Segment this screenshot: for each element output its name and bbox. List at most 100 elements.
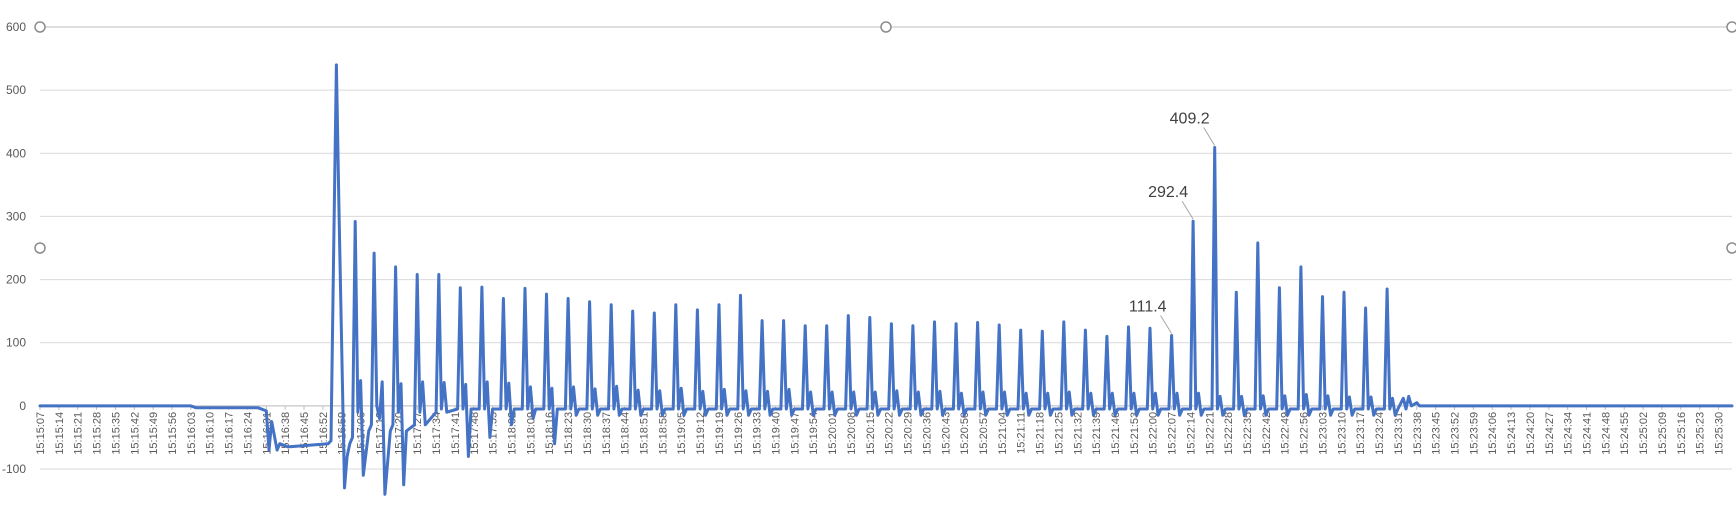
x-tick-label: 15:15:56 [167, 412, 179, 455]
series-line [38, 63, 1734, 496]
x-tick-label: 15:24:06 [1487, 412, 1499, 455]
data-label: 292.4 [1148, 184, 1188, 201]
x-tick-label: 15:21:46 [1110, 412, 1122, 455]
data-label: 409.2 [1170, 110, 1210, 127]
x-tick-label: 15:20:22 [884, 412, 896, 455]
x-tick-label: 15:15:28 [92, 412, 104, 455]
data-label: 111.4 [1129, 299, 1167, 316]
x-tick-label: 15:18:02 [506, 412, 518, 455]
x-tick-label: 15:19:05 [676, 412, 688, 455]
x-tick-label: 15:20:50 [959, 412, 971, 455]
data-label-leader [1160, 315, 1173, 334]
resize-handle-top-left[interactable] [34, 21, 46, 33]
x-tick-label: 15:18:37 [601, 412, 613, 455]
resize-handle-middle-right[interactable] [1726, 242, 1736, 254]
x-tick-label: 15:24:27 [1544, 412, 1556, 455]
x-tick-label: 15:23:10 [1336, 412, 1348, 455]
x-tick-label: 15:23:38 [1412, 412, 1424, 455]
x-tick-label: 15:16:52 [318, 412, 330, 455]
x-tick-label: 15:22:00 [1148, 412, 1160, 455]
x-tick-label: 15:24:48 [1600, 412, 1612, 455]
x-tick-label: 15:21:04 [997, 412, 1009, 455]
x-tick-label: 15:23:17 [1355, 412, 1367, 455]
y-tick-label: 500 [6, 83, 26, 97]
x-tick-label: 15:24:20 [1525, 412, 1537, 455]
x-tick-label: 15:15:49 [148, 412, 160, 455]
x-tick-label: 15:16:17 [224, 412, 236, 455]
data-label-leader [1203, 127, 1216, 146]
x-tick-label: 15:21:11 [1016, 412, 1028, 454]
x-tick-label: 15:22:35 [1242, 412, 1254, 455]
x-tick-label: 15:15:14 [54, 412, 66, 455]
data-label-leader [1181, 200, 1194, 220]
x-tick-label: 15:21:39 [1091, 412, 1103, 455]
x-tick-label: 15:22:49 [1280, 412, 1292, 455]
x-tick-label: 15:24:13 [1506, 412, 1518, 455]
x-tick-label: 15:21:25 [1053, 412, 1065, 455]
x-tick-label: 15:16:38 [280, 412, 292, 455]
x-tick-label: 15:24:41 [1582, 412, 1594, 455]
x-tick-label: 15:18:23 [563, 412, 575, 455]
x-tick-label: 15:20:36 [921, 412, 933, 455]
x-tick-label: 15:19:26 [733, 412, 745, 455]
x-tick-label: 15:22:14 [1185, 412, 1197, 455]
x-tick-label: 15:23:59 [1468, 412, 1480, 455]
x-tick-label: 15:22:21 [1204, 412, 1216, 455]
resize-handle-top-right[interactable] [1726, 21, 1736, 33]
x-tick-label: 15:21:32 [1072, 412, 1084, 455]
x-tick-label: 15:15:35 [110, 412, 122, 455]
x-tick-label: 15:18:44 [620, 412, 632, 455]
x-tick-label: 15:24:55 [1619, 412, 1631, 455]
y-tick-label: 100 [6, 336, 26, 350]
x-tick-label: 15:21:53 [1129, 412, 1141, 455]
y-tick-label: 600 [6, 20, 26, 34]
x-tick-label: 15:25:23 [1695, 412, 1707, 455]
x-tick-label: 15:20:43 [940, 412, 952, 455]
x-tick-label: 15:20:08 [846, 412, 858, 455]
y-tick-label: 0 [19, 399, 26, 413]
x-tick-label: 15:17:41 [450, 412, 462, 455]
x-tick-label: 15:19:33 [752, 412, 764, 455]
y-tick-label: 300 [6, 209, 26, 223]
x-tick-label: 15:25:09 [1657, 412, 1669, 455]
x-tick-label: 15:25:16 [1676, 412, 1688, 455]
x-tick-label: 15:18:30 [582, 412, 594, 455]
x-tick-label: 15:15:42 [129, 412, 141, 455]
x-tick-label: 15:19:12 [695, 412, 707, 455]
x-tick-label: 15:22:07 [1167, 412, 1179, 455]
x-tick-label: 15:19:54 [808, 412, 820, 455]
x-tick-label: 15:23:52 [1449, 412, 1461, 455]
x-tick-label: 15:19:40 [771, 412, 783, 455]
x-tick-label: 15:20:01 [827, 412, 839, 455]
x-tick-label: 15:23:31 [1393, 412, 1405, 455]
selection-handles[interactable] [34, 21, 1736, 254]
y-tick-label: 200 [6, 273, 26, 287]
y-axis-ticks: -100 0 100 200 300 400 500 600 [2, 20, 26, 476]
series-layer [38, 63, 1734, 496]
x-tick-label: 15:22:56 [1299, 412, 1311, 455]
x-tick-label: 15:18:09 [525, 412, 537, 455]
resize-handle-top-center[interactable] [880, 21, 892, 33]
x-tick-label: 15:24:34 [1563, 412, 1575, 455]
x-tick-label: 15:20:57 [978, 412, 990, 455]
x-tick-label: 15:17:34 [431, 412, 443, 455]
x-tick-label: 15:23:03 [1317, 412, 1329, 455]
gridlines [40, 26, 1732, 470]
x-tick-label: 15:18:51 [639, 412, 651, 455]
x-tick-label: 15:18:58 [657, 412, 669, 455]
x-tick-label: 15:16:03 [186, 412, 198, 455]
x-tick-label: 15:21:18 [1035, 412, 1047, 455]
x-tick-label: 15:23:24 [1374, 412, 1386, 455]
x-tick-label: 15:16:10 [205, 412, 217, 455]
x-tick-label: 15:23:45 [1431, 412, 1443, 455]
x-tick-label: 15:16:45 [299, 412, 311, 455]
x-tick-label: 15:16:24 [242, 412, 254, 455]
x-tick-label: 15:15:07 [35, 412, 47, 455]
x-tick-label: 15:20:29 [903, 412, 915, 455]
y-tick-label: -100 [2, 462, 26, 476]
y-tick-label: 400 [6, 146, 26, 160]
resize-handle-middle-left[interactable] [34, 242, 46, 254]
data-labels: 111.4 292.4 409.2 [1129, 110, 1216, 334]
x-tick-label: 15:15:21 [73, 412, 85, 455]
